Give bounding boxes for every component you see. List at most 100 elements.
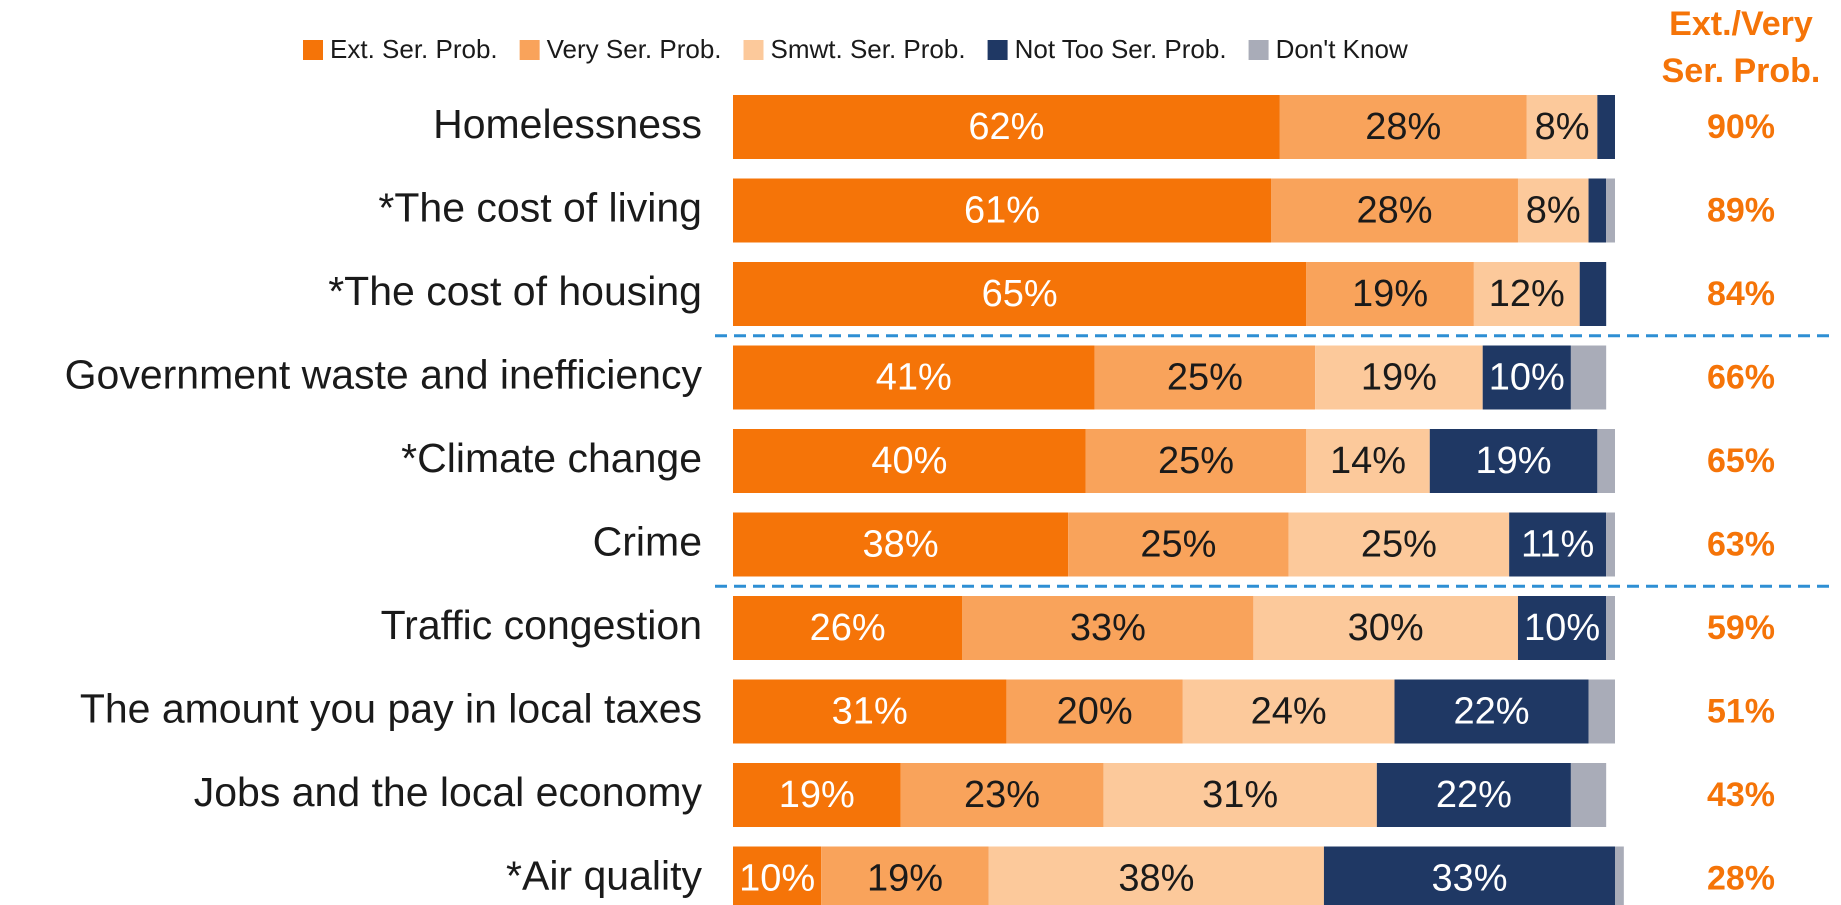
bar-segment xyxy=(1306,262,1474,326)
bar-segment xyxy=(733,846,822,905)
data-label: 61% xyxy=(964,190,1040,232)
net-label: 43% xyxy=(1707,776,1775,814)
bar-segment xyxy=(1509,512,1607,577)
data-label: 38% xyxy=(863,524,939,566)
bar-segment xyxy=(1006,679,1183,744)
net-label: 89% xyxy=(1707,191,1775,229)
category-label: Traffic congestion xyxy=(381,602,702,648)
data-label: 65% xyxy=(982,273,1058,315)
data-label: 25% xyxy=(1361,524,1437,566)
category-label: Crime xyxy=(593,518,702,564)
bar-segment xyxy=(1271,178,1518,243)
category-label: *The cost of housing xyxy=(328,268,702,314)
data-label: 19% xyxy=(867,858,943,900)
data-label: 11% xyxy=(1521,524,1594,566)
data-label: 19% xyxy=(1476,440,1552,482)
legend-label: Smwt. Ser. Prob. xyxy=(771,34,966,64)
data-label: 62% xyxy=(968,106,1044,148)
data-label: 31% xyxy=(1202,774,1278,816)
bar-segment xyxy=(733,512,1069,577)
data-label: 10% xyxy=(739,858,815,900)
data-label: 10% xyxy=(1524,607,1600,649)
net-label: 65% xyxy=(1707,442,1775,480)
bar-segment xyxy=(1526,95,1598,159)
net-label: 63% xyxy=(1707,525,1775,563)
bar-segment xyxy=(1517,596,1607,660)
net-header: Ser. Prob. xyxy=(1662,52,1821,90)
legend-swatch xyxy=(519,40,540,60)
category-label: The amount you pay in local taxes xyxy=(80,685,702,731)
data-label: 30% xyxy=(1348,607,1424,649)
bar-segment xyxy=(1253,596,1518,660)
data-label: 22% xyxy=(1453,691,1529,733)
bar-segment xyxy=(1606,178,1615,243)
bar-segment xyxy=(1094,345,1316,410)
net-header: Ext./Very xyxy=(1669,5,1813,43)
bar-segment xyxy=(1429,429,1598,493)
bar-segment xyxy=(733,345,1095,410)
data-label: 38% xyxy=(1118,858,1194,900)
legend-label: Not Too Ser. Prob. xyxy=(1015,34,1227,64)
net-label: 66% xyxy=(1707,358,1775,396)
data-label: 8% xyxy=(1526,190,1581,232)
data-label: 19% xyxy=(1361,357,1437,399)
bar-segment xyxy=(1473,262,1580,326)
bar-segment xyxy=(1597,95,1615,159)
bar-segment xyxy=(1068,512,1289,577)
bar-segment xyxy=(733,679,1007,744)
legend-label: Don't Know xyxy=(1276,34,1408,64)
data-label: 28% xyxy=(1356,190,1432,232)
bar-segment xyxy=(1606,596,1615,660)
data-label: 33% xyxy=(1070,607,1146,649)
bar-segment xyxy=(733,178,1272,243)
bar-segment xyxy=(733,763,901,827)
legend-swatch xyxy=(1248,40,1269,60)
category-label: *Climate change xyxy=(401,435,702,481)
bar-segment xyxy=(962,596,1254,660)
data-label: 31% xyxy=(832,691,908,733)
category-label: *The cost of living xyxy=(378,184,702,230)
bar-segment xyxy=(1288,512,1510,577)
data-label: 12% xyxy=(1489,273,1565,315)
data-label: 19% xyxy=(1352,273,1428,315)
data-label: 8% xyxy=(1535,106,1590,148)
net-label: 90% xyxy=(1707,108,1775,146)
data-label: 19% xyxy=(779,774,855,816)
data-label: 26% xyxy=(810,607,886,649)
net-label: 51% xyxy=(1707,692,1775,730)
bar-segment xyxy=(733,262,1307,326)
bar-segment xyxy=(1517,178,1589,243)
bar-segment xyxy=(1606,512,1615,577)
bar-segment xyxy=(1323,846,1615,905)
bar-segment xyxy=(1570,345,1607,410)
legend-swatch xyxy=(987,40,1008,60)
data-label: 20% xyxy=(1057,691,1133,733)
bar-segment xyxy=(733,95,1280,159)
bar-segment xyxy=(1615,846,1624,905)
legend-swatch xyxy=(303,40,323,60)
bar-segment xyxy=(1597,429,1615,493)
data-label: 25% xyxy=(1167,357,1243,399)
category-label: Jobs and the local economy xyxy=(194,769,703,815)
data-label: 28% xyxy=(1365,106,1441,148)
data-label: 10% xyxy=(1489,357,1565,399)
bar-segment xyxy=(900,763,1104,827)
legend-swatch xyxy=(743,40,764,60)
bar-segment xyxy=(1085,429,1307,493)
bar-segment xyxy=(1570,763,1607,827)
data-label: 25% xyxy=(1158,440,1234,482)
category-label: Government waste and inefficiency xyxy=(65,351,703,397)
bar-segment xyxy=(1376,763,1571,827)
data-label: 41% xyxy=(876,357,952,399)
net-label: 59% xyxy=(1707,609,1775,647)
data-label: 33% xyxy=(1431,858,1507,900)
category-label: *Air quality xyxy=(506,852,702,898)
legend-label: Very Ser. Prob. xyxy=(547,34,722,64)
bar-segment xyxy=(1306,429,1430,493)
data-label: 23% xyxy=(964,774,1040,816)
bar-segment xyxy=(1279,95,1527,159)
category-label: Homelessness xyxy=(433,101,702,147)
bar-segment xyxy=(1588,178,1607,243)
